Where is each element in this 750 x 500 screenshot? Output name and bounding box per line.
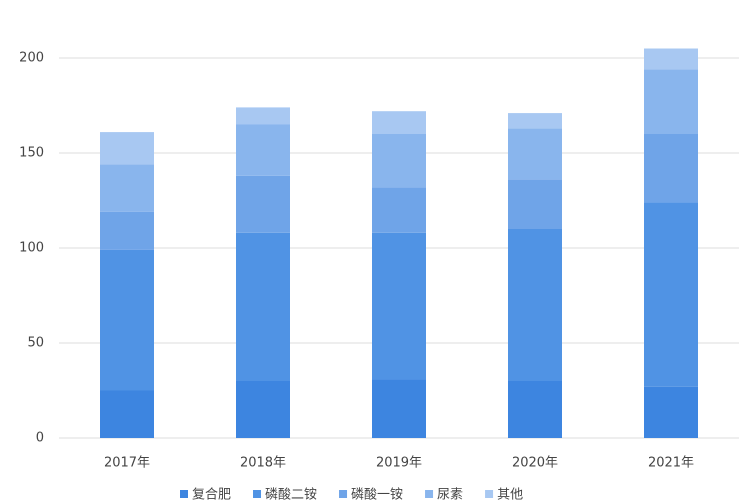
bar-segment (508, 229, 562, 381)
bar-segment (508, 381, 562, 438)
bar-segment (644, 69, 698, 134)
bar-segment (100, 390, 154, 438)
bar-segment (100, 132, 154, 165)
y-tick-label: 150 (19, 146, 44, 161)
legend-label: 复合肥 (192, 488, 231, 500)
bar-segment (508, 128, 562, 180)
x-tick-label: 2018年 (240, 456, 286, 471)
bar-segment (372, 187, 426, 233)
legend-label: 磷酸一铵 (351, 488, 403, 500)
bar-segment (236, 175, 290, 233)
legend-label: 其他 (497, 488, 523, 500)
bar-segment (100, 211, 154, 250)
bar-segment (508, 113, 562, 129)
x-tick-label: 2020年 (512, 456, 558, 471)
y-tick-label: 200 (19, 51, 44, 66)
bar-segment (644, 134, 698, 203)
y-tick-label: 50 (27, 336, 44, 351)
legend-swatch (339, 490, 348, 498)
bar-segment (100, 164, 154, 212)
bar-segment (236, 381, 290, 438)
x-tick-label: 2019年 (376, 456, 422, 471)
legend-swatch (485, 490, 494, 498)
bar-segment (508, 179, 562, 229)
legend-label: 磷酸二铵 (265, 488, 317, 500)
bar-segment (372, 379, 426, 438)
legend-label: 尿素 (437, 488, 463, 500)
bar-segment (100, 249, 154, 391)
x-tick-label: 2017年 (104, 456, 150, 471)
bar-segment (372, 134, 426, 188)
legend-swatch (253, 490, 262, 498)
bar-segment (372, 232, 426, 380)
bar-segment (236, 232, 290, 381)
bar-segment (236, 107, 290, 125)
bar-segment (644, 202, 698, 387)
x-tick-label: 2021年 (648, 456, 694, 471)
bar-segment (372, 111, 426, 134)
bar-segment (644, 48, 698, 70)
bar-segment (236, 124, 290, 176)
bar-segment (644, 386, 698, 438)
y-tick-label: 0 (36, 431, 44, 446)
legend-swatch (425, 490, 434, 498)
y-tick-label: 100 (19, 241, 44, 256)
legend-swatch (180, 490, 188, 498)
